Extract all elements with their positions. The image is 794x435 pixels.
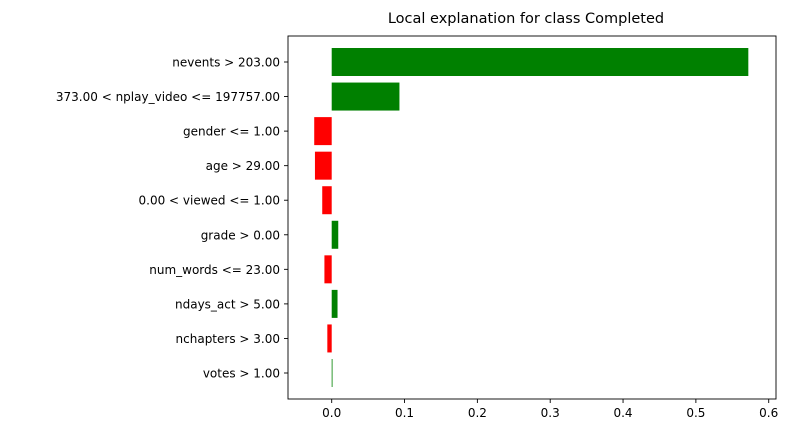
y-tick-label-6: num_words <= 23.00 <box>149 263 280 277</box>
y-tick-label-3: age > 29.00 <box>206 159 280 173</box>
y-tick-label-4: 0.00 < viewed <= 1.00 <box>139 194 281 208</box>
bar-7 <box>331 289 338 318</box>
y-tick-label-0: nevents > 203.00 <box>172 56 280 70</box>
chart-title: Local explanation for class Completed <box>388 11 664 27</box>
bar-4 <box>322 186 332 215</box>
x-ticks: 0.0 0.1 0.2 0.3 0.4 0.5 0.6 <box>322 399 778 420</box>
bar-0 <box>331 48 749 76</box>
y-tick-label-8: nchapters > 3.00 <box>176 332 280 346</box>
y-tick-labels: nevents > 203.00 373.00 < nplay_video <= … <box>56 56 288 381</box>
bar-1 <box>331 82 400 111</box>
bar-5 <box>331 220 339 249</box>
bars-group <box>314 48 749 387</box>
bar-9 <box>331 359 333 387</box>
x-tick-label-3: 0.3 <box>541 406 560 420</box>
x-tick-label-6: 0.6 <box>759 406 778 420</box>
bar-6 <box>324 255 332 284</box>
y-tick-label-9: votes > 1.00 <box>203 367 280 381</box>
x-tick-label-5: 0.5 <box>686 406 705 420</box>
plot-frame <box>287 35 777 400</box>
y-tick-label-1: 373.00 < nplay_video <= 197757.00 <box>56 90 280 104</box>
x-tick-label-0: 0.0 <box>322 406 341 420</box>
y-tick-label-7: ndays_act > 5.00 <box>175 297 280 311</box>
x-tick-label-4: 0.4 <box>613 406 632 420</box>
x-tick-label-1: 0.1 <box>395 406 414 420</box>
bar-2 <box>314 117 332 146</box>
y-tick-label-5: grade > 0.00 <box>201 228 280 242</box>
x-tick-label-2: 0.2 <box>468 406 487 420</box>
bar-8 <box>327 324 332 353</box>
y-tick-label-2: gender <= 1.00 <box>183 125 280 139</box>
bar-3 <box>314 151 332 180</box>
